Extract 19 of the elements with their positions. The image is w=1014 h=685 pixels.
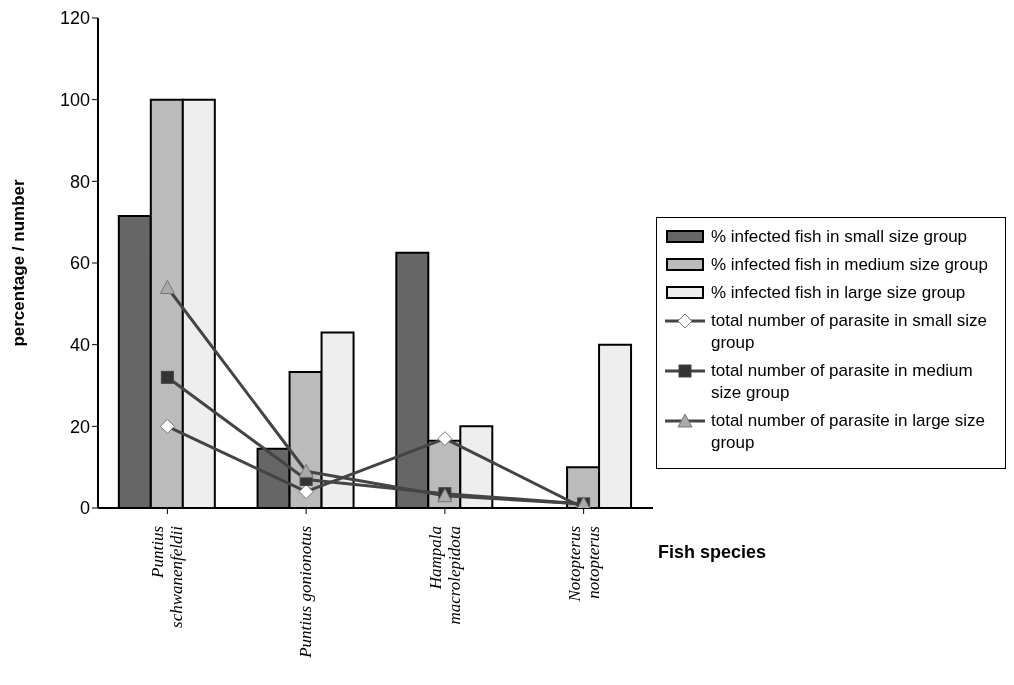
y-axis-title: percentage / number [9, 179, 29, 347]
x-tick-label: Puntius schwanenfeldii [148, 525, 187, 628]
x-tick-label: Puntius gonionotus [296, 525, 316, 659]
y-tick-label: 80 [69, 171, 90, 192]
legend-label: % infected fish in medium size group [711, 254, 988, 276]
legend-label: total number of parasite in large size group [711, 410, 987, 454]
legend-label: total number of parasite in medium size group [711, 360, 974, 404]
y-tick-label: 60 [69, 253, 90, 274]
y-tick-label: 100 [59, 90, 90, 111]
y-tick-label: 120 [59, 8, 90, 29]
y-tick-label: 0 [79, 498, 90, 519]
x-tick-label: Hampala macrolepidota [425, 526, 464, 625]
x-axis-title: Fish species [658, 542, 767, 562]
y-tick-label: 40 [69, 335, 90, 356]
legend-label: % infected fish in small size group [711, 226, 968, 248]
legend-label: % infected fish in large size group [711, 282, 966, 304]
legend-label: total number of parasite in small size group [711, 310, 988, 354]
y-tick-label: 20 [69, 416, 90, 437]
x-tick-label: Notopterus notopterus [564, 525, 603, 603]
